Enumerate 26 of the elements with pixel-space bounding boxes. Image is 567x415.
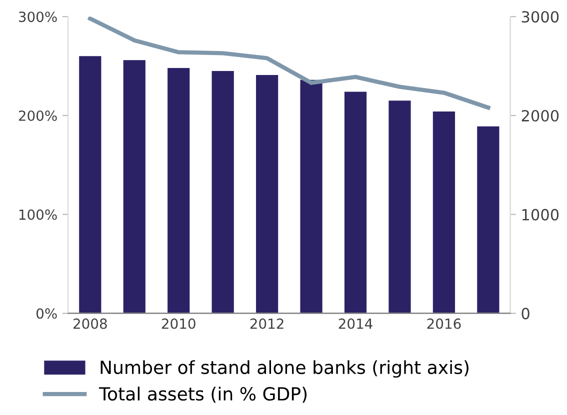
x-tick-label: 2012 bbox=[250, 318, 284, 329]
x-tick-label: 2010 bbox=[162, 318, 196, 329]
y-tick-label: 0% bbox=[36, 308, 57, 319]
bar bbox=[123, 60, 146, 314]
y2-tick-label: 3000 bbox=[522, 11, 559, 23]
bar bbox=[256, 74, 278, 314]
bar bbox=[388, 100, 411, 314]
x-tick-label: 2014 bbox=[338, 318, 372, 329]
legend-label: Number of stand alone banks (right axis) bbox=[100, 360, 468, 378]
bar bbox=[432, 112, 456, 314]
y-tick-label: 200% bbox=[18, 110, 57, 121]
y2-tick-label: 0 bbox=[522, 308, 530, 320]
bar bbox=[168, 68, 190, 314]
bar bbox=[477, 126, 500, 314]
y2-tick-label: 1000 bbox=[522, 208, 559, 220]
x-tick-label: 2016 bbox=[427, 318, 461, 329]
legend-label: Total assets (in % GDP) bbox=[98, 386, 307, 403]
bar bbox=[344, 92, 367, 314]
x-tick-label: 2008 bbox=[73, 318, 107, 329]
line-series bbox=[88, 16, 490, 110]
y2-tick-label: 2000 bbox=[522, 110, 559, 122]
bar bbox=[79, 56, 102, 314]
bar bbox=[300, 80, 322, 314]
y-tick-label: 300% bbox=[18, 12, 57, 22]
bar bbox=[212, 71, 234, 314]
y-tick-label: 100% bbox=[19, 209, 57, 220]
